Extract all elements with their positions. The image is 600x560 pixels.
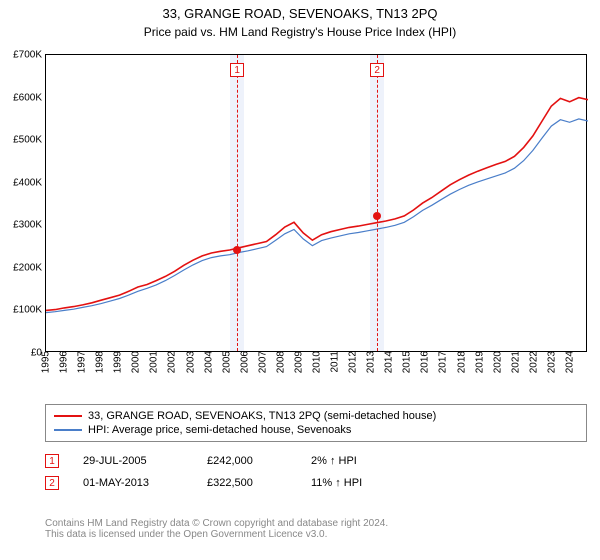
y-tick-label: £300K <box>13 220 46 231</box>
event-price: £242,000 <box>207 455 287 467</box>
x-tick-label: 2013 <box>366 351 377 377</box>
y-tick-label: £400K <box>13 177 46 188</box>
x-tick-label: 1999 <box>113 351 124 377</box>
x-tick-label: 2018 <box>456 351 467 377</box>
y-tick-label: £200K <box>13 262 46 273</box>
x-tick-label: 2000 <box>131 351 142 377</box>
x-tick-label: 2001 <box>149 351 160 377</box>
x-tick-label: 2019 <box>474 351 485 377</box>
x-tick-label: 1996 <box>59 351 70 377</box>
x-tick-label: 2005 <box>221 351 232 377</box>
event-marker-dot <box>373 212 381 220</box>
chart-svg <box>46 55 588 353</box>
x-tick-label: 2014 <box>384 351 395 377</box>
chart-plot-area: 12£0£100K£200K£300K£400K£500K£600K£700K1… <box>45 54 587 352</box>
x-tick-label: 2003 <box>185 351 196 377</box>
x-tick-label: 2017 <box>438 351 449 377</box>
footer-line-2: This data is licensed under the Open Gov… <box>45 529 388 540</box>
x-tick-label: 2004 <box>203 351 214 377</box>
event-date: 29-JUL-2005 <box>83 455 183 467</box>
x-tick-label: 2012 <box>348 351 359 377</box>
footer-attribution: Contains HM Land Registry data © Crown c… <box>45 518 388 540</box>
x-tick-label: 2021 <box>510 351 521 377</box>
series-line-1 <box>46 119 588 313</box>
x-tick-label: 2009 <box>293 351 304 377</box>
event-index-box: 1 <box>45 454 59 468</box>
x-tick-label: 1998 <box>95 351 106 377</box>
event-delta: 2% ↑ HPI <box>311 455 357 467</box>
legend-item: HPI: Average price, semi-detached house,… <box>54 423 578 437</box>
legend-item: 33, GRANGE ROAD, SEVENOAKS, TN13 2PQ (se… <box>54 409 578 423</box>
legend-label: 33, GRANGE ROAD, SEVENOAKS, TN13 2PQ (se… <box>88 410 436 422</box>
event-dashline <box>377 55 378 351</box>
x-tick-label: 2020 <box>492 351 503 377</box>
legend-swatch <box>54 415 82 417</box>
y-tick-label: £700K <box>13 50 46 61</box>
y-tick-label: £600K <box>13 92 46 103</box>
x-tick-label: 2010 <box>312 351 323 377</box>
event-price: £322,500 <box>207 477 287 489</box>
x-tick-label: 2015 <box>402 351 413 377</box>
event-delta: 11% ↑ HPI <box>311 477 362 489</box>
y-tick-label: £500K <box>13 135 46 146</box>
chart-legend: 33, GRANGE ROAD, SEVENOAKS, TN13 2PQ (se… <box>45 404 587 442</box>
x-tick-label: 2007 <box>257 351 268 377</box>
legend-swatch <box>54 429 82 430</box>
x-tick-label: 2024 <box>564 351 575 377</box>
x-tick-label: 2008 <box>275 351 286 377</box>
x-tick-label: 2006 <box>239 351 250 377</box>
event-row: 1 29-JUL-2005 £242,000 2% ↑ HPI <box>45 450 362 472</box>
chart-subtitle: Price paid vs. HM Land Registry's House … <box>0 21 600 43</box>
events-table: 1 29-JUL-2005 £242,000 2% ↑ HPI 2 01-MAY-2013… <box>45 450 362 494</box>
event-marker-label: 1 <box>230 63 244 77</box>
x-tick-label: 2022 <box>528 351 539 377</box>
chart-title: 33, GRANGE ROAD, SEVENOAKS, TN13 2PQ <box>0 0 600 21</box>
x-tick-label: 2016 <box>420 351 431 377</box>
x-tick-label: 1997 <box>77 351 88 377</box>
x-tick-label: 2002 <box>167 351 178 377</box>
x-tick-label: 1995 <box>41 351 52 377</box>
event-marker-label: 2 <box>370 63 384 77</box>
event-index-box: 2 <box>45 476 59 490</box>
event-row: 2 01-MAY-2013 £322,500 11% ↑ HPI <box>45 472 362 494</box>
event-dashline <box>237 55 238 351</box>
y-tick-label: £100K <box>13 305 46 316</box>
series-line-0 <box>46 98 588 311</box>
x-tick-label: 2011 <box>330 351 341 377</box>
legend-label: HPI: Average price, semi-detached house,… <box>88 424 351 436</box>
event-marker-dot <box>233 246 241 254</box>
event-date: 01-MAY-2013 <box>83 477 183 489</box>
footer-line-1: Contains HM Land Registry data © Crown c… <box>45 518 388 529</box>
x-tick-label: 2023 <box>546 351 557 377</box>
